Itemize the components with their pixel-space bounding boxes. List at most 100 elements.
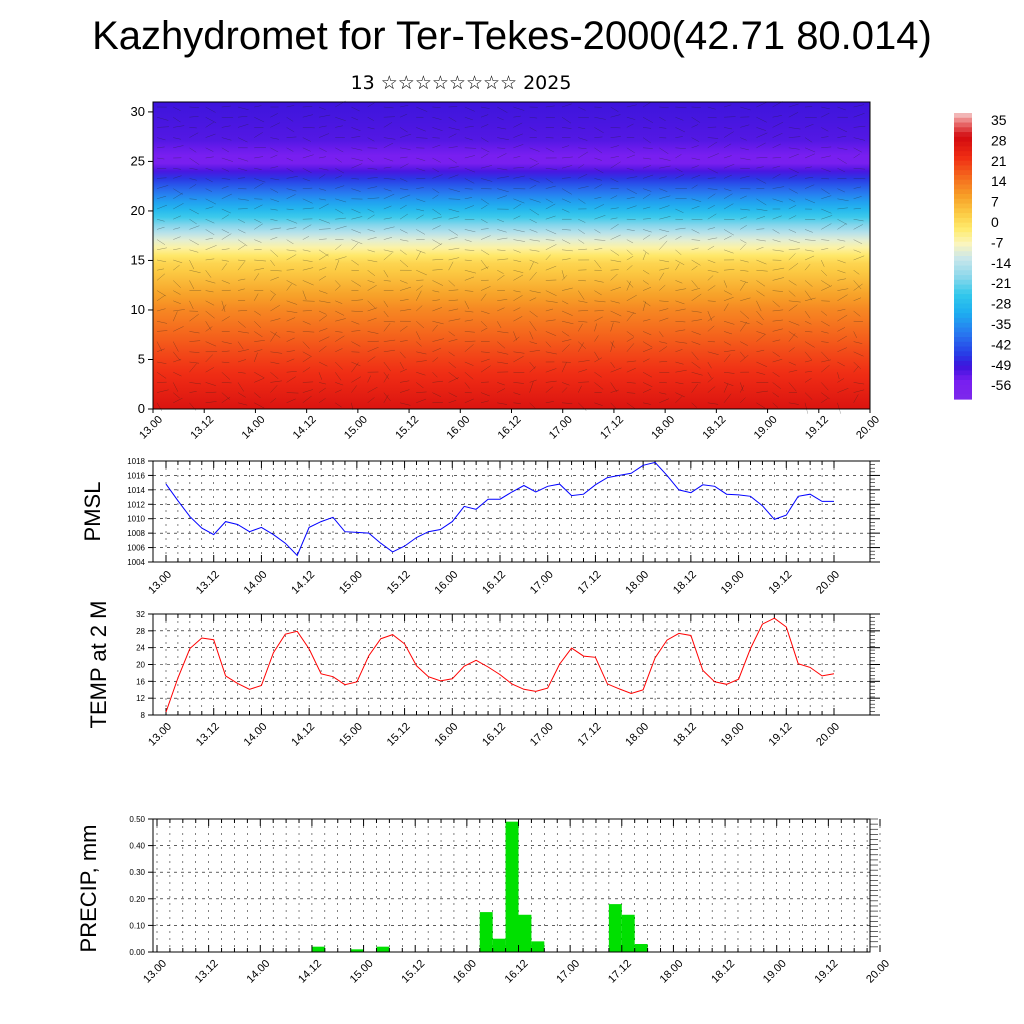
wind-barb <box>788 361 796 366</box>
colorbar-swatch <box>954 260 972 267</box>
wind-barb <box>837 308 846 312</box>
wind-barb <box>545 401 554 404</box>
wind-barb <box>853 269 860 275</box>
wind-barb <box>383 280 391 282</box>
colorbar-swatch <box>954 284 972 290</box>
wind-barb <box>399 178 408 182</box>
wind-barb <box>432 157 441 163</box>
wind-barb <box>415 331 421 340</box>
wind-barb <box>302 178 311 182</box>
x-tick-label: 19.00 <box>761 958 789 986</box>
wind-barb <box>173 175 182 179</box>
wind-barb <box>821 270 828 276</box>
wind-barb <box>578 186 589 189</box>
wind-barb <box>740 157 751 161</box>
wind-barb <box>739 281 746 291</box>
wind-barb <box>432 338 445 342</box>
colorbar-swatch <box>954 322 972 329</box>
wind-barb <box>756 269 768 272</box>
wind-barb <box>302 249 311 252</box>
y-tick-label: 0.50 <box>129 815 145 824</box>
wind-barb <box>788 215 797 220</box>
wind-barb <box>675 263 680 271</box>
x-tick-label: 16.12 <box>480 569 508 597</box>
wind-barb <box>156 146 165 149</box>
wind-barb <box>610 207 619 210</box>
wind-barb <box>707 377 714 383</box>
wind-barb <box>335 318 346 322</box>
wind-barb <box>756 349 765 353</box>
wind-barb <box>707 325 715 332</box>
wind-barb <box>221 280 230 284</box>
wind-barb <box>691 293 702 302</box>
wind-barb <box>351 239 363 245</box>
wind-barb <box>723 349 736 353</box>
wind-barb <box>221 382 232 384</box>
y-tick-label: 1012 <box>127 500 145 509</box>
wind-barb <box>416 341 422 347</box>
heatmap-field <box>153 102 870 409</box>
x-tick-label: 17.12 <box>606 958 634 986</box>
x-tick-label: 18.00 <box>649 414 677 442</box>
wind-barb <box>691 205 700 210</box>
wind-barb <box>821 351 829 360</box>
wind-barb <box>788 229 797 233</box>
wind-barb <box>626 367 636 373</box>
wind-barb <box>723 163 735 169</box>
wind-barb <box>237 259 246 262</box>
wind-barb <box>788 347 795 352</box>
wind-barb <box>513 239 526 242</box>
wind-barb <box>561 145 570 149</box>
wind-barb <box>561 331 570 337</box>
x-tick-label: 16.12 <box>496 414 524 442</box>
wind-barb <box>205 391 217 393</box>
wind-barb <box>578 300 588 303</box>
y-tick-label: 0.00 <box>129 948 145 957</box>
wind-barb <box>529 249 540 252</box>
wind-barb <box>594 335 599 342</box>
wind-barb <box>351 341 361 347</box>
wind-barb <box>659 116 666 121</box>
wind-barb <box>302 167 312 174</box>
wind-barb <box>723 193 733 200</box>
wind-barb <box>529 208 540 216</box>
wind-barb <box>270 178 280 181</box>
colorbar-swatch <box>954 217 972 224</box>
wind-barb <box>561 362 567 373</box>
wind-barb <box>513 402 521 404</box>
wind-barb <box>821 223 832 230</box>
colorbar-swatch <box>954 313 972 319</box>
colorbar-swatch <box>954 136 972 143</box>
wind-barb <box>205 310 215 319</box>
wind-barb <box>529 379 537 383</box>
wind-barb <box>173 371 182 377</box>
wind-barb <box>351 147 363 151</box>
wind-barb <box>173 236 181 240</box>
wind-barb <box>545 386 554 393</box>
wind-barb <box>740 243 746 250</box>
wind-barb <box>837 147 848 150</box>
wind-barb <box>480 293 487 301</box>
wind-barb <box>756 300 762 312</box>
wind-barb <box>642 402 651 405</box>
wind-barb <box>205 121 214 128</box>
colorbar-swatch <box>954 127 972 133</box>
wind-barb <box>318 267 327 271</box>
wind-barb <box>351 157 364 162</box>
wind-barb <box>416 360 427 363</box>
wind-barb <box>416 398 427 404</box>
wind-barb <box>707 141 718 149</box>
wind-barb <box>626 331 635 337</box>
wind-barb <box>804 392 813 400</box>
wind-barb <box>416 157 426 161</box>
colorbar-swatch <box>954 117 972 124</box>
x-tick-label: 14.12 <box>289 721 317 749</box>
wind-barb <box>173 192 184 200</box>
wind-barb <box>561 188 572 195</box>
wind-barb <box>626 176 638 179</box>
wind-barb <box>804 229 813 233</box>
wind-barb <box>545 308 554 312</box>
wind-barb <box>156 348 165 353</box>
y-tick-label: 1008 <box>127 529 145 538</box>
wind-barb <box>561 229 571 231</box>
